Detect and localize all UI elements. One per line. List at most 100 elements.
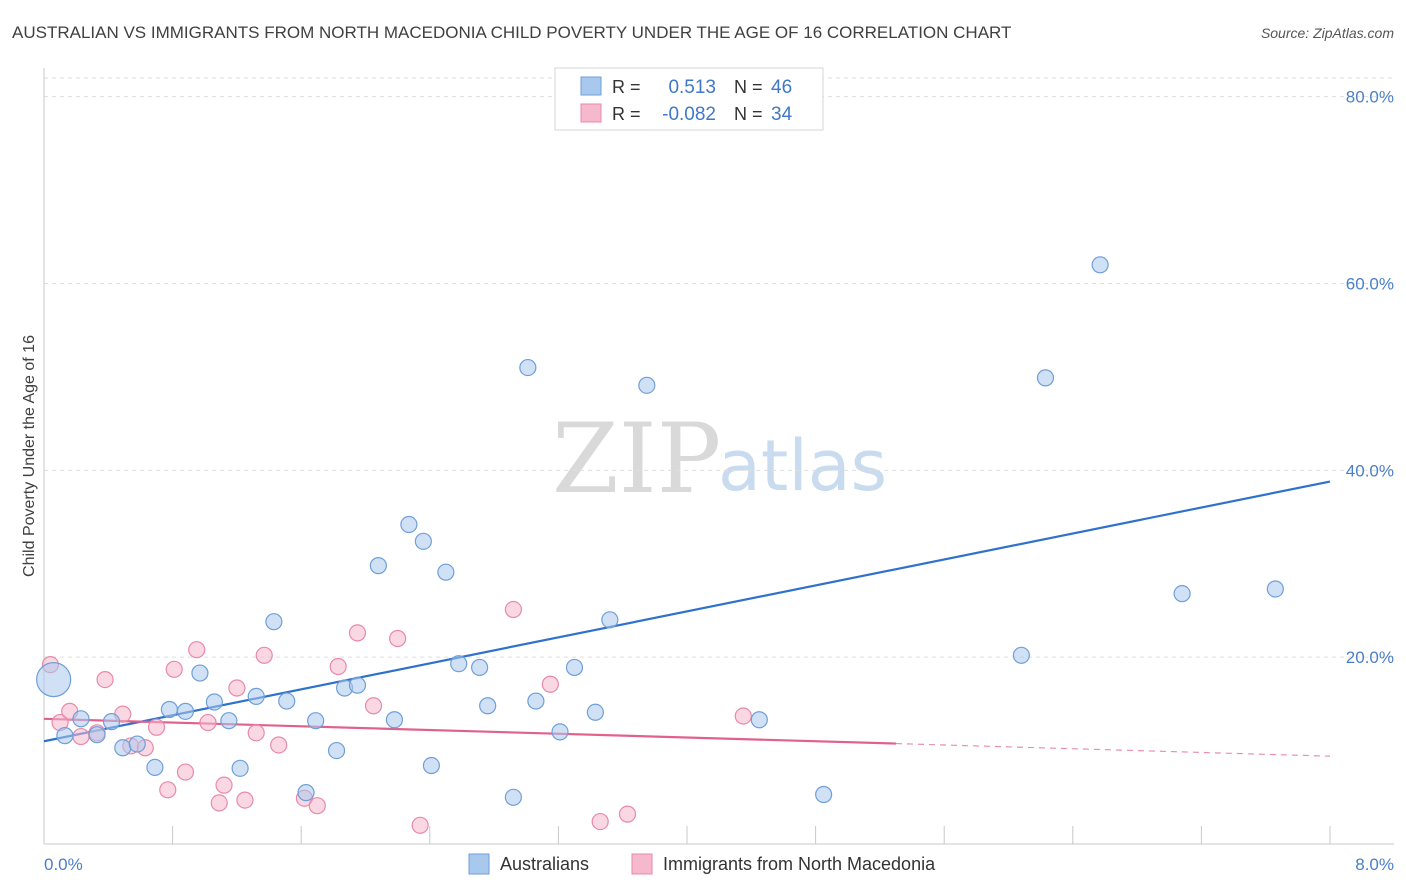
point-australians: [471, 658, 489, 677]
y-axis-label: Child Poverty Under the Age of 16: [21, 335, 38, 577]
trend-lines: [43, 480, 1331, 757]
point-australians: [450, 655, 468, 673]
point-australians: [601, 611, 619, 629]
point-australians: [102, 713, 121, 731]
point-immigrants: [176, 763, 195, 781]
point-australians: [114, 739, 132, 757]
point-australians: [815, 785, 833, 804]
point-australians: [348, 676, 367, 694]
point-australians: [1266, 580, 1284, 598]
point-australians: [205, 693, 223, 711]
point-australians: [527, 692, 545, 710]
point-immigrants: [210, 794, 228, 812]
y-tick-labels: 20.0% 40.0% 60.0% 80.0%: [1346, 88, 1394, 667]
point-australians: [586, 703, 604, 721]
point-immigrants: [504, 600, 522, 619]
point-australians: [565, 658, 584, 677]
point-australians: [638, 376, 656, 394]
point-australians: [191, 664, 209, 682]
legend-n-label-2: N =: [734, 104, 763, 124]
point-immigrants: [199, 713, 217, 732]
point-australians: [422, 756, 441, 775]
point-australians: [72, 710, 90, 728]
legend-r-value-1: 0.513: [668, 77, 716, 98]
legend-r-label-1: R =: [612, 77, 641, 97]
point-immigrants: [72, 727, 90, 746]
point-australians: [176, 702, 195, 720]
legend-n-label-1: N =: [734, 77, 763, 97]
bottom-legend-swatch-australians: [468, 853, 490, 875]
point-immigrants: [734, 707, 752, 725]
point-immigrants: [329, 657, 347, 676]
y-tick-label: 80.0%: [1346, 88, 1394, 107]
watermark-zip: ZIP: [552, 403, 721, 515]
point-immigrants: [228, 679, 246, 697]
point-immigrants: [255, 646, 273, 664]
point-australians: [247, 687, 265, 706]
point-australians: [278, 692, 296, 710]
point-australians: [519, 358, 537, 377]
series-legend: Australians Immigrants from North Macedo…: [468, 853, 936, 875]
chart-source: Source: ZipAtlas.com: [1261, 25, 1394, 41]
point-immigrants: [236, 791, 254, 809]
point-australians: [56, 727, 74, 745]
point-immigrants: [411, 816, 429, 834]
bottom-legend-swatch-immigrants: [631, 853, 653, 875]
point-australians: [1012, 646, 1030, 664]
point-australians: [265, 613, 283, 631]
point-immigrants: [165, 660, 183, 678]
point-australians: [504, 788, 522, 806]
point-australians: [1173, 585, 1191, 603]
data-points: [36, 256, 1284, 834]
point-australians: [750, 711, 768, 729]
point-immigrants: [147, 718, 166, 736]
legend-n-value-1: 46: [771, 77, 792, 98]
point-australians: [160, 700, 178, 719]
chart-title: AUSTRALIAN VS IMMIGRANTS FROM NORTH MACE…: [12, 23, 1011, 42]
y-tick-label: 20.0%: [1346, 648, 1394, 667]
bottom-legend-label-immigrants: Immigrants from North Macedonia: [663, 854, 936, 874]
legend-swatch-australians: [580, 76, 602, 96]
legend-n-value-2: 34: [771, 104, 793, 125]
point-australians: [1036, 369, 1055, 387]
x-tick-max: 8.0%: [1355, 855, 1394, 874]
legend-r-value-2: -0.082: [662, 104, 716, 125]
point-australians: [327, 741, 346, 760]
point-australians: [437, 563, 455, 581]
point-australians: [414, 532, 432, 550]
point-immigrants: [591, 812, 609, 831]
trend-line-extension: [895, 742, 1331, 757]
correlation-legend: R = 0.513 N = 46 R = -0.082 N = 34: [554, 67, 824, 131]
point-immigrants: [618, 805, 637, 823]
point-immigrants: [541, 675, 559, 693]
point-australians: [1091, 256, 1109, 274]
point-immigrants: [215, 776, 233, 794]
point-australians: [146, 758, 164, 777]
point-australians: [369, 557, 387, 575]
point-immigrants: [188, 641, 206, 659]
trend-line-immigrants: [43, 717, 897, 745]
point-australians: [307, 712, 325, 730]
point-australians: [400, 515, 418, 534]
point-immigrants: [308, 797, 326, 815]
y-tick-label: 60.0%: [1346, 275, 1394, 294]
x-tick-min: 0.0%: [44, 855, 83, 874]
point-australians: [297, 784, 315, 802]
point-immigrants: [348, 624, 367, 642]
point-immigrants: [389, 629, 407, 648]
point-australians: [551, 723, 569, 741]
watermark-atlas: atlas: [718, 425, 887, 507]
point-immigrants: [270, 736, 288, 754]
point-australians: [385, 711, 404, 729]
point-immigrants: [159, 781, 177, 799]
bottom-legend-label-australians: Australians: [500, 854, 589, 874]
point-australians: [231, 759, 249, 777]
trend-line-australians: [43, 480, 1331, 743]
y-tick-label: 40.0%: [1346, 461, 1394, 480]
point-immigrants: [96, 670, 114, 689]
legend-swatch-immigrants: [580, 103, 602, 123]
legend-r-label-2: R =: [612, 104, 641, 124]
point-australians: [88, 726, 106, 744]
point-australians: [36, 661, 72, 698]
